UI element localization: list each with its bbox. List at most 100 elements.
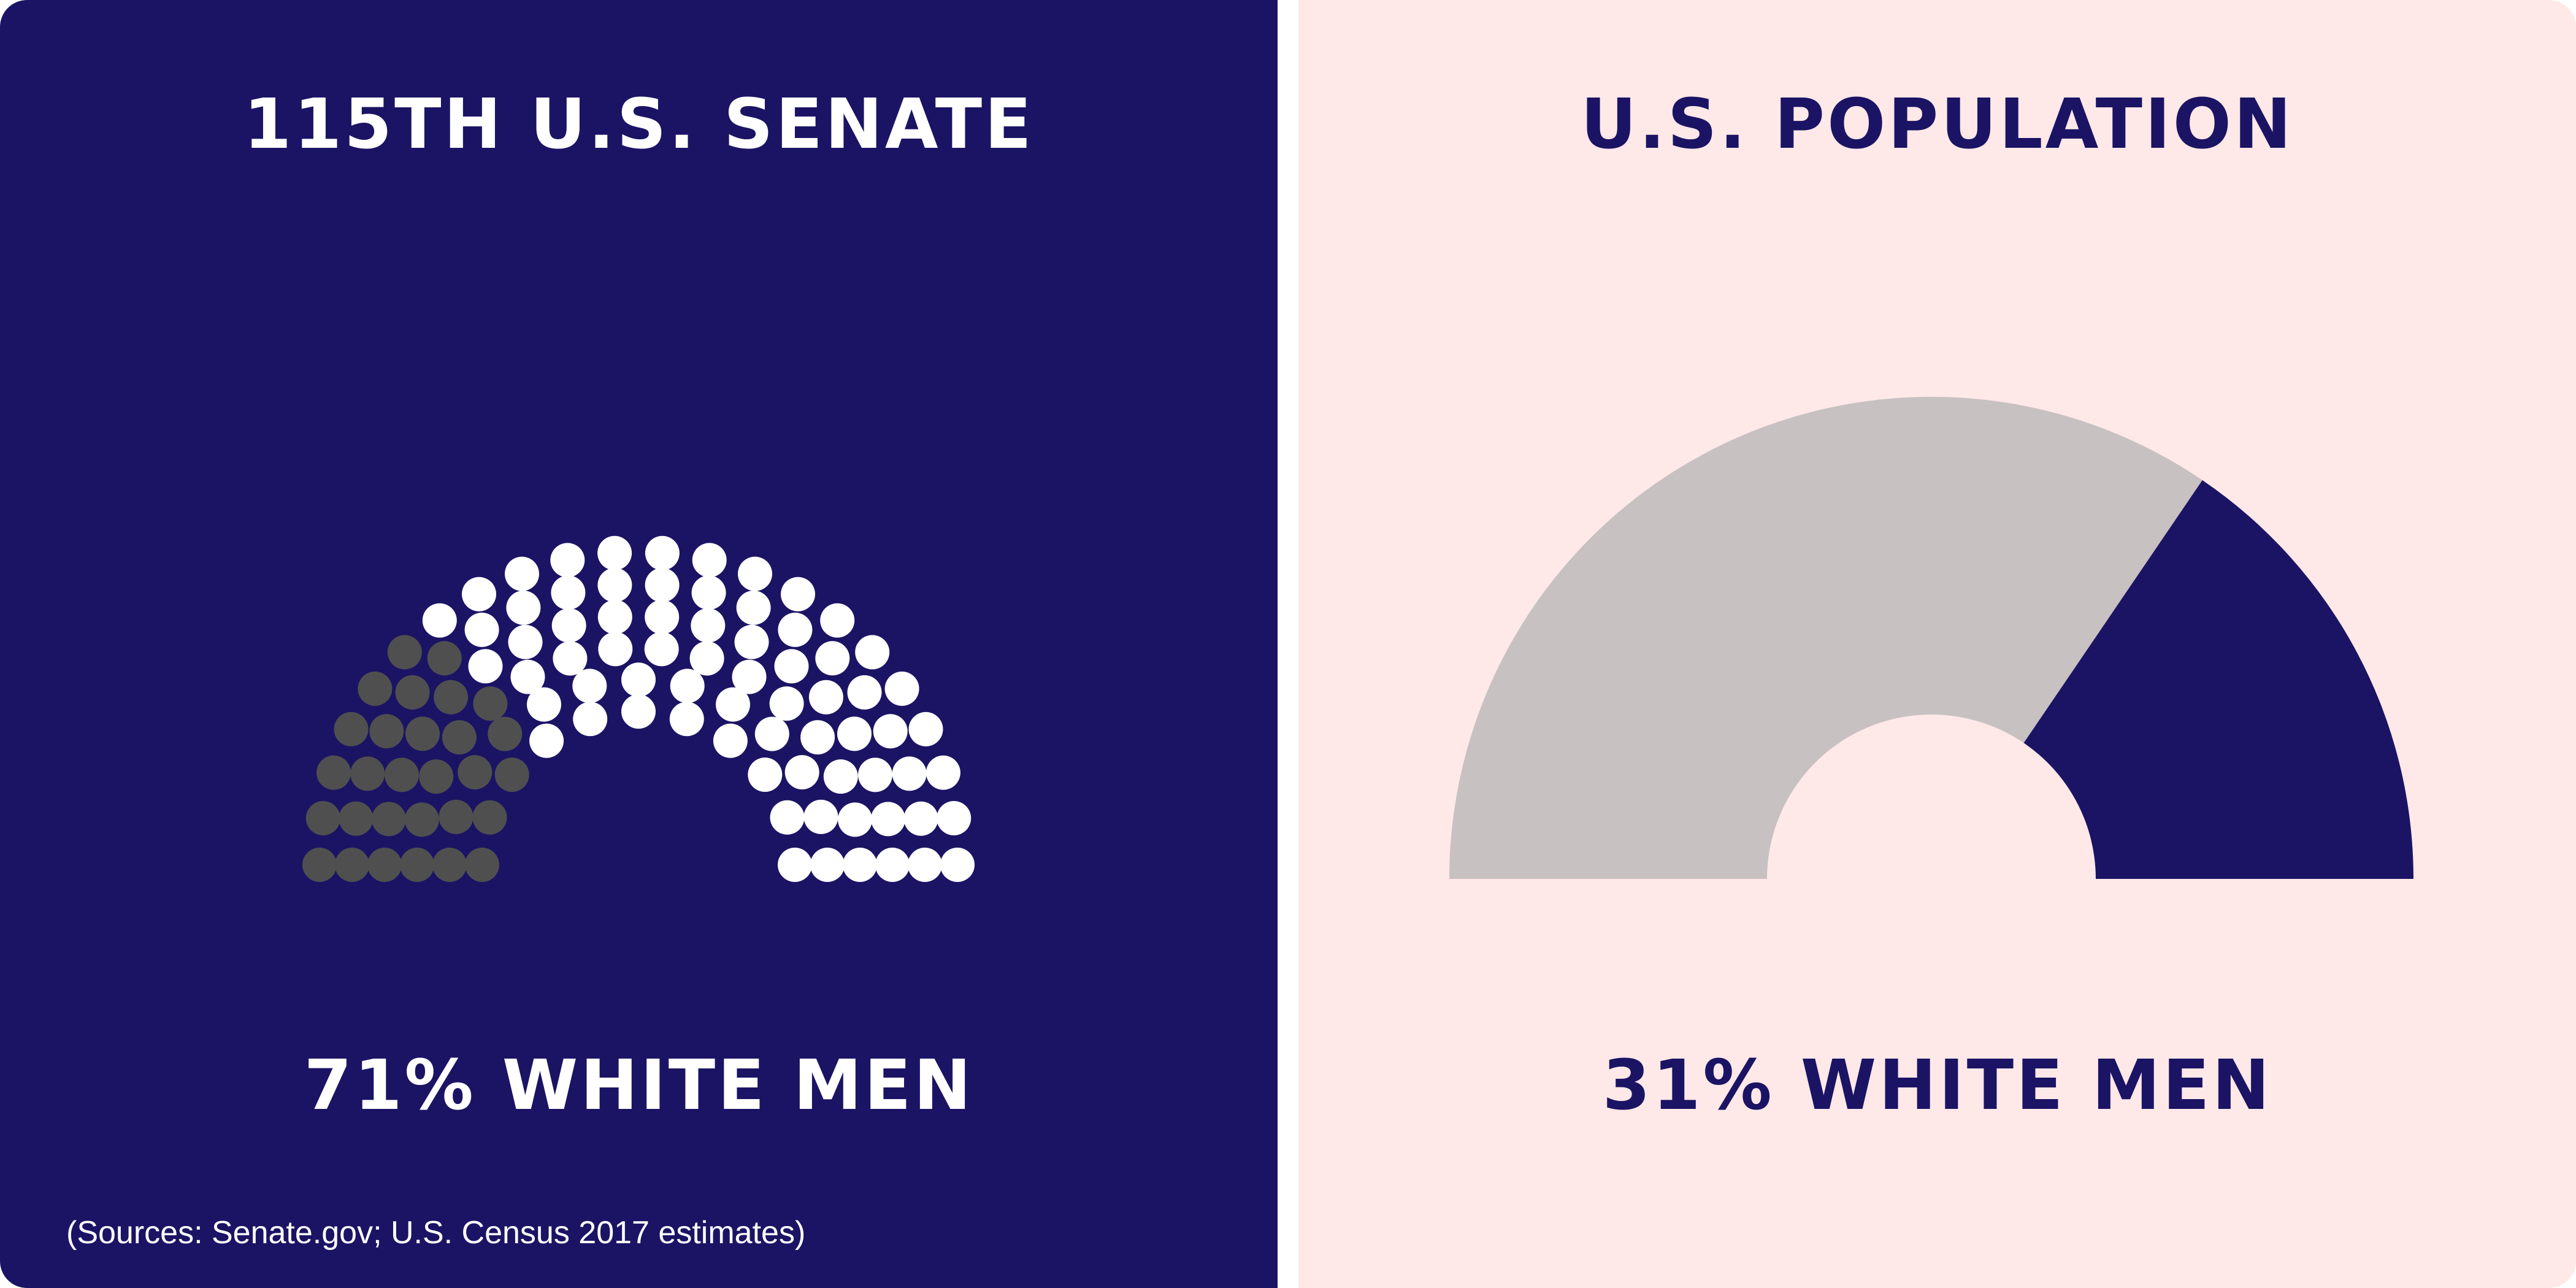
senate-seat	[335, 848, 369, 882]
senate-seat	[551, 575, 586, 610]
senate-seat	[837, 716, 872, 751]
senate-seat	[689, 641, 724, 676]
senate-seat	[937, 801, 972, 835]
senate-seat	[621, 662, 656, 697]
senate-seat	[748, 757, 783, 792]
senate-seat	[488, 716, 523, 751]
senate-seat	[494, 757, 529, 792]
senate-seat	[871, 802, 905, 837]
senate-seat	[439, 799, 473, 834]
senate-seat	[372, 802, 406, 837]
senate-seat	[873, 714, 908, 749]
senate-seat	[316, 755, 351, 790]
senate-seat	[468, 649, 503, 684]
senate-seat	[508, 624, 543, 659]
senate-seat	[644, 632, 679, 667]
senate-seat	[404, 802, 439, 837]
senate-seat	[358, 671, 393, 706]
senate-seat	[810, 848, 845, 882]
population-title: U.S. POPULATION	[1581, 85, 2294, 164]
senate-seat	[847, 675, 882, 710]
senate-seat	[527, 687, 561, 722]
senate-seat	[670, 669, 705, 703]
senate-title: 115TH U.S. SENATE	[243, 85, 1034, 164]
senate-seat	[734, 624, 769, 659]
senate-seat	[778, 848, 812, 882]
senate-seat	[770, 800, 805, 835]
senate-seat	[838, 802, 873, 837]
population-panel: U.S. POPULATION 31% WHITE MEN	[1298, 0, 2576, 1288]
senate-seat	[713, 723, 748, 758]
senate-seat	[621, 694, 656, 729]
senate-seat	[550, 543, 585, 578]
senate-seat	[908, 711, 943, 746]
senate-seat	[464, 612, 499, 647]
senate-seat	[645, 600, 680, 634]
senate-seat	[820, 603, 855, 638]
senate-seat	[473, 686, 508, 721]
senate-seat	[843, 848, 877, 882]
senate-seat	[940, 848, 975, 882]
senate-seat	[350, 756, 385, 791]
senate-seat	[395, 675, 430, 710]
senate-seat	[427, 641, 462, 676]
senate-panel: 115TH U.S. SENATE 71% WHITE MEN (Sources…	[0, 0, 1278, 1288]
senate-seat	[458, 755, 493, 790]
senate-seat	[692, 543, 727, 578]
senate-seat	[803, 799, 838, 834]
senate-seat	[892, 756, 927, 791]
senate-seat	[472, 800, 507, 835]
senate-seat	[572, 669, 607, 703]
senate-seat	[334, 711, 369, 746]
senate-seat	[419, 759, 454, 794]
senate-seat	[510, 659, 545, 694]
senate-seat	[808, 680, 843, 715]
senate-stat: 71% WHITE MEN	[304, 1046, 974, 1125]
senate-seat	[781, 577, 815, 611]
senate-seat	[505, 556, 539, 591]
senate-seat	[598, 632, 633, 667]
senate-seat	[462, 577, 496, 611]
senate-seat	[769, 686, 804, 721]
sources-note: (Sources: Senate.gov; U.S. Census 2017 e…	[66, 1215, 806, 1251]
senate-seat	[597, 535, 632, 570]
senate-seat	[506, 590, 541, 625]
senate-parliament-chart	[302, 535, 975, 882]
senate-seat	[434, 680, 469, 715]
senate-seat	[405, 716, 440, 751]
senate-seat	[645, 567, 680, 602]
senate-seat	[553, 641, 588, 676]
senate-seat	[597, 600, 632, 634]
senate-seat	[432, 848, 467, 882]
population-segment-white-men	[2023, 480, 2413, 879]
senate-seat	[903, 801, 938, 836]
senate-seat	[442, 720, 477, 755]
senate-seat	[669, 702, 704, 737]
senate-seat	[385, 757, 419, 792]
senate-seat	[738, 556, 772, 591]
senate-seat	[736, 590, 771, 625]
population-stat: 31% WHITE MEN	[1602, 1046, 2272, 1125]
senate-seat	[400, 848, 434, 882]
senate-seat	[754, 716, 789, 751]
population-semi-donut-chart	[1449, 396, 2413, 879]
population-segment-other	[1449, 396, 2202, 879]
senate-seat	[465, 848, 499, 882]
senate-seat	[732, 659, 767, 694]
senate-seat	[778, 612, 813, 647]
senate-seat	[858, 757, 892, 792]
senate-seat	[369, 714, 404, 749]
senate-seat	[422, 603, 457, 638]
senate-seat	[774, 649, 809, 684]
senate-seat	[800, 720, 835, 755]
senate-seat	[855, 635, 890, 670]
senate-seat	[387, 635, 422, 670]
senate-seat	[926, 755, 960, 790]
senate-seat	[784, 755, 819, 790]
senate-seat	[551, 608, 586, 643]
senate-seat	[815, 641, 850, 676]
senate-seat	[597, 567, 632, 602]
senate-seat	[573, 702, 608, 737]
senate-seat	[529, 723, 564, 758]
senate-seat	[716, 687, 750, 722]
